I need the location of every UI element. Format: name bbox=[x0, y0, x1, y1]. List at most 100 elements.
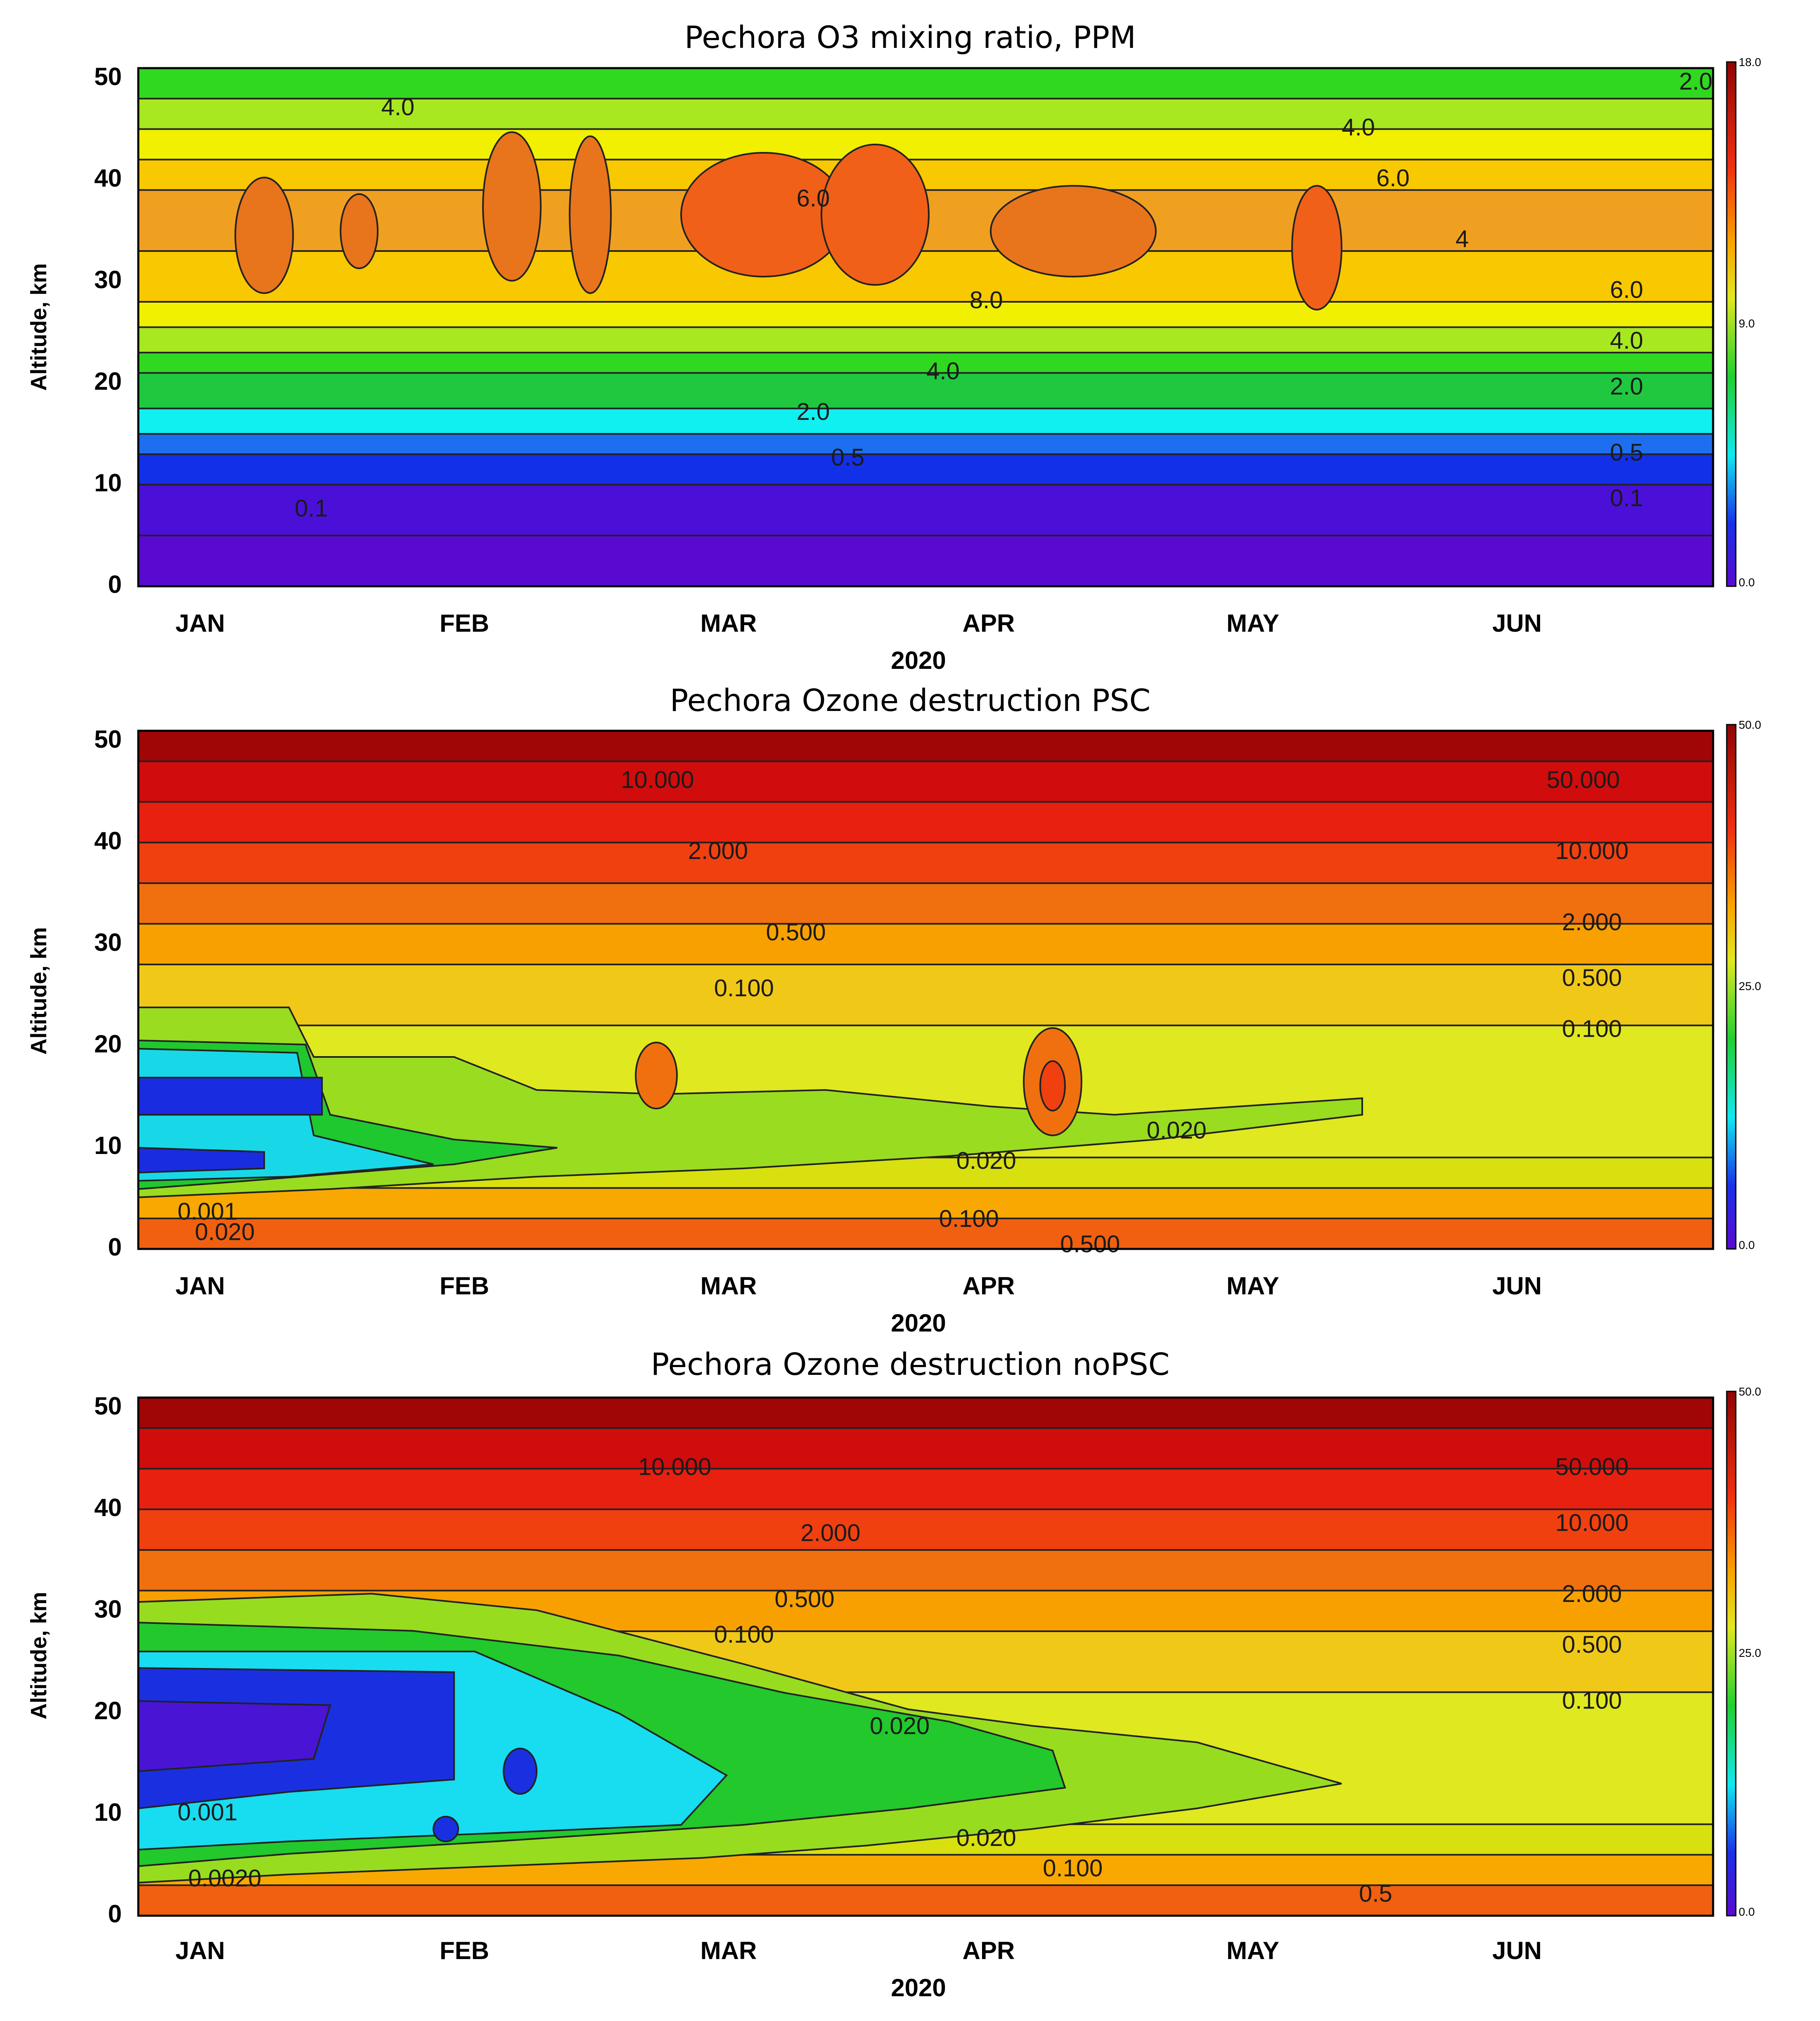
y-axis-label: Altitude, km bbox=[26, 263, 51, 391]
colorbar-mid-label: 9.0 bbox=[1739, 317, 1755, 330]
contour-label: 6.0 bbox=[797, 185, 830, 212]
y-axis: Altitude, km 0 10 20 30 40 50 bbox=[26, 1392, 122, 1928]
contour-label: 10.000 bbox=[621, 766, 694, 793]
colorbar: 18.0 9.0 0.0 bbox=[1726, 56, 1761, 589]
contour-label: 4.0 bbox=[1342, 114, 1375, 141]
contour-label: 0.5 bbox=[1359, 1880, 1392, 1907]
color-band bbox=[138, 802, 1713, 843]
contour-blob bbox=[569, 135, 612, 294]
color-band bbox=[138, 251, 1713, 302]
contour-label: 0.500 bbox=[766, 919, 826, 945]
contour-label: 0.100 bbox=[1043, 1855, 1103, 1882]
color-band bbox=[138, 1428, 1713, 1469]
contour-label: 0.500 bbox=[1562, 1631, 1622, 1658]
colorbar-min-label: 0.0 bbox=[1739, 1905, 1755, 1918]
contour-label: 0.100 bbox=[714, 1621, 774, 1648]
contour-label: 4 bbox=[1456, 226, 1469, 253]
y-tick-label: 0 bbox=[108, 1900, 122, 1928]
color-band bbox=[138, 434, 1713, 455]
contour-blob bbox=[821, 144, 930, 286]
contour-label: 0.500 bbox=[774, 1585, 834, 1612]
color-band bbox=[138, 1188, 1713, 1219]
contour-blob bbox=[1039, 1060, 1066, 1111]
contour-label: 0.5 bbox=[1610, 439, 1643, 466]
colorbar-max-label: 50.0 bbox=[1739, 718, 1761, 731]
y-axis-label: Altitude, km bbox=[26, 927, 51, 1054]
colorbar-max-label: 18.0 bbox=[1739, 56, 1761, 69]
x-axis-label: 2020 bbox=[891, 1309, 946, 1337]
contour-blob bbox=[503, 1748, 537, 1795]
contour-label: 0.500 bbox=[1060, 1231, 1120, 1258]
color-bands bbox=[138, 68, 1713, 586]
color-band bbox=[138, 327, 1713, 353]
y-tick-label: 0 bbox=[108, 571, 122, 598]
contour-blob bbox=[635, 1042, 678, 1109]
x-tick-label: FEB bbox=[440, 609, 489, 637]
contour-label: 10.000 bbox=[638, 1454, 711, 1481]
color-band bbox=[138, 353, 1713, 373]
colorbar: 50.0 25.0 0.0 bbox=[1726, 1385, 1761, 1918]
colorbar-max-label: 50.0 bbox=[1739, 1385, 1761, 1398]
panel-ozone-destruction-nopsc: Pechora Ozone destruction noPSC 10.000 2.… bbox=[26, 1347, 1761, 2002]
x-tick-label: JUN bbox=[1492, 609, 1542, 637]
x-tick-label: JAN bbox=[175, 1272, 225, 1300]
contour-labels: 10.000 2.000 0.500 0.100 50.000 10.000 2.000 0.… bbox=[178, 766, 1628, 1258]
contour-label: 0.001 bbox=[178, 1198, 237, 1225]
x-tick-label: APR bbox=[963, 1272, 1015, 1300]
color-band bbox=[138, 924, 1713, 964]
contour-label: 8.0 bbox=[970, 287, 1003, 313]
chart-title: Pechora O3 mixing ratio, PPM bbox=[684, 20, 1136, 55]
chart-title: Pechora Ozone destruction PSC bbox=[670, 683, 1151, 718]
y-tick-label: 30 bbox=[94, 929, 122, 956]
y-tick-label: 50 bbox=[94, 725, 122, 753]
x-tick-label: APR bbox=[963, 1937, 1015, 1964]
contour-label: 50.000 bbox=[1547, 766, 1620, 793]
color-band bbox=[138, 484, 1713, 535]
y-tick-label: 10 bbox=[94, 469, 122, 497]
color-band bbox=[138, 159, 1713, 190]
contour-label: 0.001 bbox=[178, 1799, 237, 1826]
panel-ozone-destruction-psc: Pechora Ozone destruction PSC 10.000 2.00… bbox=[26, 683, 1761, 1337]
x-tick-label: JUN bbox=[1492, 1937, 1542, 1964]
contour-label: 6.0 bbox=[1376, 165, 1410, 192]
color-band bbox=[138, 761, 1713, 802]
contour-label: 0.020 bbox=[956, 1147, 1016, 1174]
contour-label: 10.000 bbox=[1555, 838, 1628, 865]
contour-label: 2.000 bbox=[1562, 909, 1622, 936]
contour-label: 0.020 bbox=[870, 1713, 930, 1739]
plot-area: 10.0002.0000.5000.1000.0200.0200.1000.55… bbox=[137, 1396, 1714, 1917]
color-band bbox=[138, 1469, 1713, 1509]
y-tick-label: 30 bbox=[94, 1595, 122, 1623]
color-band bbox=[138, 883, 1713, 924]
contour-region bbox=[137, 1147, 265, 1174]
x-axis-label: 2020 bbox=[891, 647, 946, 674]
contour-label: 4.0 bbox=[1610, 327, 1643, 354]
contour-label: 0.5 bbox=[831, 444, 865, 471]
x-tick-label: MAR bbox=[701, 609, 757, 637]
color-band bbox=[138, 1398, 1713, 1428]
x-tick-label: MAR bbox=[701, 1272, 757, 1300]
color-band bbox=[138, 98, 1713, 129]
colorbar-gradient bbox=[1726, 1391, 1737, 1917]
colorbar-min-label: 0.0 bbox=[1739, 1239, 1755, 1251]
contour-labels: 10.0002.0000.5000.1000.0200.0200.1000.55… bbox=[178, 1454, 1628, 1907]
colorbar-min-label: 0.0 bbox=[1739, 576, 1755, 589]
y-tick-label: 40 bbox=[94, 1494, 122, 1521]
colorbar-mid-label: 25.0 bbox=[1739, 980, 1761, 993]
x-tick-label: JAN bbox=[175, 609, 225, 637]
low-destruction-region bbox=[137, 1592, 1342, 1884]
x-tick-label: MAY bbox=[1226, 1937, 1279, 1964]
color-bands bbox=[138, 731, 1713, 1249]
colorbar: 50.0 25.0 0.0 bbox=[1726, 718, 1761, 1251]
contour-label: 2.000 bbox=[1562, 1580, 1622, 1607]
color-band bbox=[138, 1885, 1713, 1916]
contour-label: 0.020 bbox=[956, 1824, 1016, 1851]
plot-area: 10.000 2.000 0.500 0.100 50.000 10.000 2.000 0.… bbox=[137, 730, 1714, 1258]
contour-label: 0.1 bbox=[1610, 485, 1643, 512]
y-tick-label: 50 bbox=[94, 63, 122, 90]
x-axis: JAN FEB MAR APR MAY JUN 2020 bbox=[175, 1937, 1542, 2002]
colorbar-mid-label: 25.0 bbox=[1739, 1647, 1761, 1659]
contour-label: 4.0 bbox=[926, 358, 960, 385]
y-axis: Altitude, km 0 10 20 30 40 50 bbox=[26, 725, 122, 1261]
contour-label: 0.1 bbox=[295, 495, 328, 522]
